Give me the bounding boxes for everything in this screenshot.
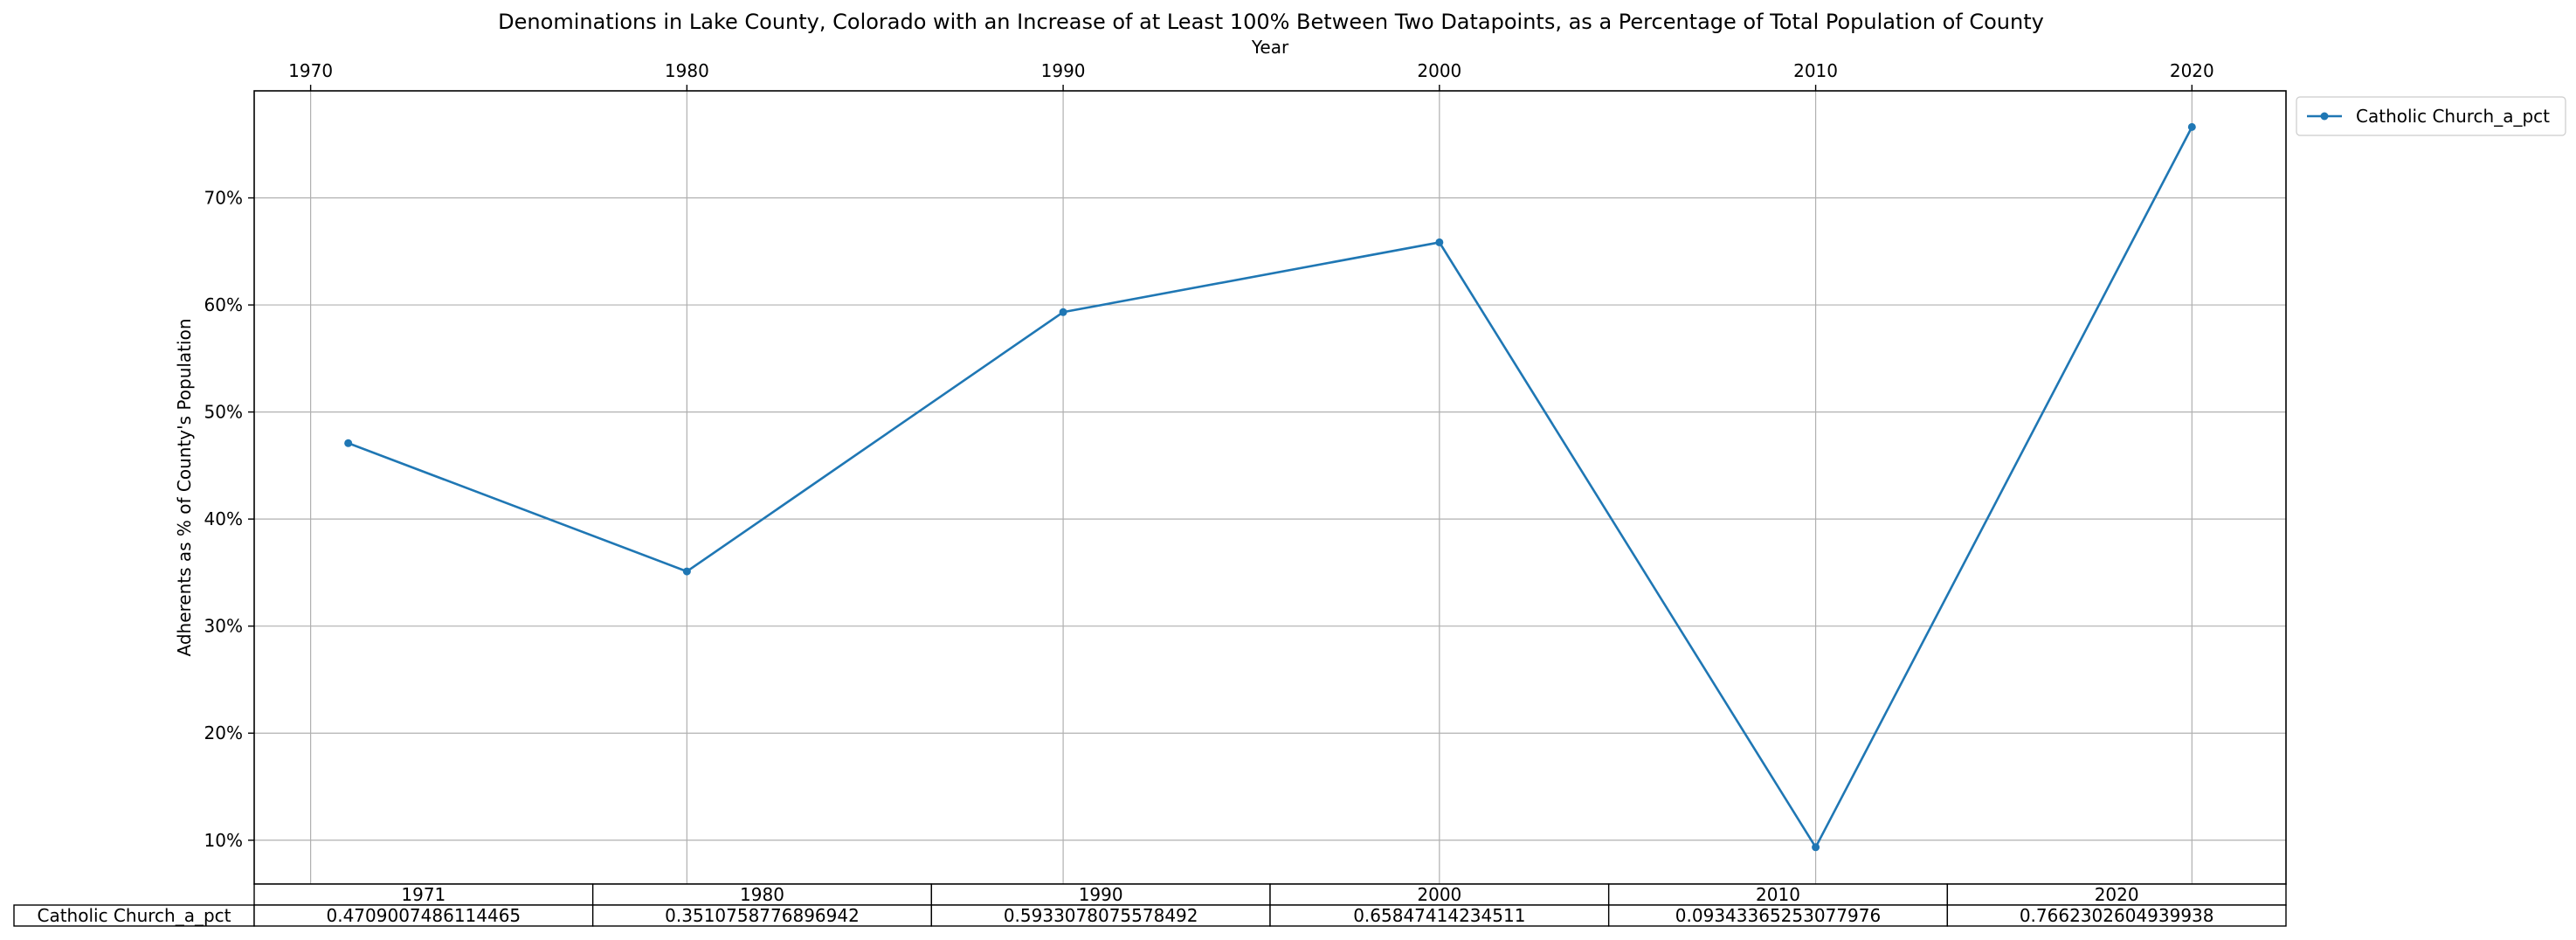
table-cell xyxy=(1946,904,2287,927)
table-cell-value: 0.7662302604939938 xyxy=(2020,905,2214,926)
table-header-label: 2020 xyxy=(2095,884,2139,905)
table-row-label: Catholic Church_a_pct xyxy=(37,905,231,926)
table-header-label: 1971 xyxy=(401,884,445,905)
data-table: 1971 1980 1990 2000 2010 2020 Catholic Church_… xyxy=(13,883,2287,927)
x-tick-label: 2010 xyxy=(1793,60,1838,81)
table-header-cell xyxy=(1269,883,1610,906)
legend: Catholic Church_a_pct xyxy=(2296,96,2566,136)
table-cell-value: 0.5933078075578492 xyxy=(1004,905,1198,926)
table-header-label: 2010 xyxy=(1756,884,1800,905)
plot-frame xyxy=(253,90,2287,885)
x-axis-label: Year xyxy=(1251,37,1289,58)
series-line xyxy=(348,126,2193,849)
legend-label: Catholic Church_a_pct xyxy=(2356,106,2550,127)
x-tick-label: 2000 xyxy=(1417,60,1461,81)
y-tick-label: 40% xyxy=(204,508,243,529)
legend-marker-swatch xyxy=(2320,112,2329,121)
data-point-marker xyxy=(1812,843,1820,852)
table-header-cell xyxy=(1946,883,2287,906)
chart-title: Denominations in Lake County, Colorado w… xyxy=(498,10,2044,34)
data-point-marker xyxy=(344,439,353,447)
y-tick-label: 50% xyxy=(204,402,243,423)
table-row-label-cell xyxy=(13,904,255,927)
table-cell-value: 0.4709007486114465 xyxy=(326,905,521,926)
table-cell-value: 0.09343365253077976 xyxy=(1675,905,1881,926)
table-header-label: 1990 xyxy=(1079,884,1123,905)
x-tick-label: 1990 xyxy=(1041,60,1086,81)
table-cell xyxy=(1607,904,1949,927)
table-cell-value: 0.65847414234511 xyxy=(1353,905,1525,926)
table-header-label: 2000 xyxy=(1417,884,1461,905)
series-lines xyxy=(348,126,2193,849)
table-header-cell xyxy=(1607,883,1949,906)
data-point-marker xyxy=(1435,238,1444,246)
y-tick-label: 70% xyxy=(204,188,243,209)
x-tick-label: 2020 xyxy=(2170,60,2214,81)
data-point-marker xyxy=(2187,122,2196,131)
x-axis-ticks: 1970 1980 1990 2000 2010 2020 xyxy=(288,60,2214,91)
y-tick-label: 20% xyxy=(204,722,243,743)
data-point-marker xyxy=(1059,308,1067,316)
series-markers xyxy=(344,122,2196,852)
table-cell-value: 0.3510758776896942 xyxy=(665,905,860,926)
y-axis-ticks: 10% 20% 30% 40% 50% 60% 70% xyxy=(204,188,254,851)
y-axis-label: Adherents as % of County's Population xyxy=(174,318,195,656)
table-header-label: 1980 xyxy=(740,884,784,905)
y-tick-label: 60% xyxy=(204,294,243,315)
x-tick-label: 1970 xyxy=(288,60,333,81)
table-cell xyxy=(253,904,594,927)
x-tick-label: 1980 xyxy=(665,60,709,81)
grid xyxy=(254,91,2286,884)
y-tick-label: 30% xyxy=(204,616,243,637)
legend-box xyxy=(2296,96,2566,136)
data-point-marker xyxy=(682,567,691,576)
y-tick-label: 10% xyxy=(204,830,243,851)
